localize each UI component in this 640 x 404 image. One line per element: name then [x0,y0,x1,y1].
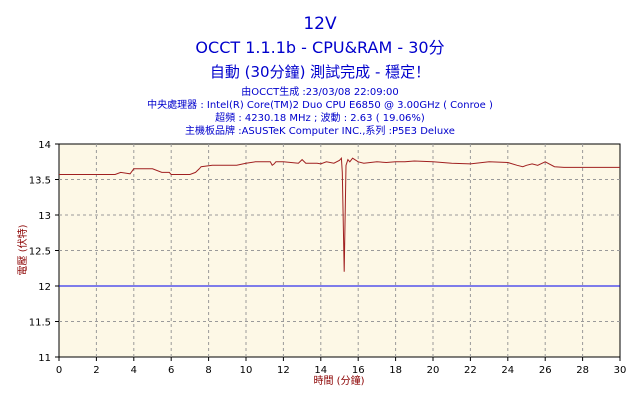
x-tick-label: 18 [389,365,402,376]
x-tick-label: 14 [314,365,327,376]
x-tick-label: 26 [539,365,552,376]
info-frequency: 超頻 : 4230.18 MHz ; 波動 : 2.63 ( 19.06%) [215,113,425,124]
y-tick-label: 12 [38,282,51,293]
x-tick-label: 2 [93,365,99,376]
chart-title-line-3: 自動 (30分鐘) 測試完成 - 穩定！ [209,63,431,81]
x-tick-label: 30 [614,365,627,376]
x-tick-label: 6 [168,365,174,376]
x-tick-label: 8 [205,365,211,376]
x-axis-label: 時間 (分鐘) [314,374,365,387]
x-tick-label: 0 [56,365,62,376]
y-axis-ticks: 14 13.5 13 12.5 12 11.5 11 [29,140,59,364]
x-tick-label: 16 [352,365,365,376]
y-tick-label: 11 [38,353,51,364]
voltage-series-line [59,156,620,272]
x-tick-label: 4 [131,365,137,376]
y-tick-label: 14 [38,140,51,151]
y-axis-label: 電壓 (伏特) [16,224,29,275]
x-axis-ticks: 0 2 4 6 8 10 12 14 16 18 20 22 24 26 28 30 [56,357,627,376]
chart-title-line-1: 12V [303,14,337,34]
y-tick-label: 12.5 [29,247,51,258]
info-generated: 由OCCT生成 :23/03/08 22:09:00 [241,87,399,98]
info-motherboard: 主機板品牌 :ASUSTeK Computer INC.,系列 :P5E3 De… [185,126,455,137]
x-tick-label: 10 [240,365,253,376]
chart-title-line-2: OCCT 1.1.1b - CPU&RAM - 30分 [195,38,445,57]
x-tick-label: 28 [576,365,589,376]
y-tick-label: 13 [38,211,51,222]
plot-area [58,143,621,358]
x-tick-label: 22 [464,365,477,376]
info-cpu: 中央處理器 : Intel(R) Core(TM)2 Duo CPU E6850… [147,100,493,111]
y-tick-label: 13.5 [29,176,51,187]
x-tick-label: 12 [277,365,290,376]
y-tick-label: 11.5 [29,318,51,329]
x-tick-label: 24 [501,365,514,376]
x-tick-label: 20 [427,365,440,376]
